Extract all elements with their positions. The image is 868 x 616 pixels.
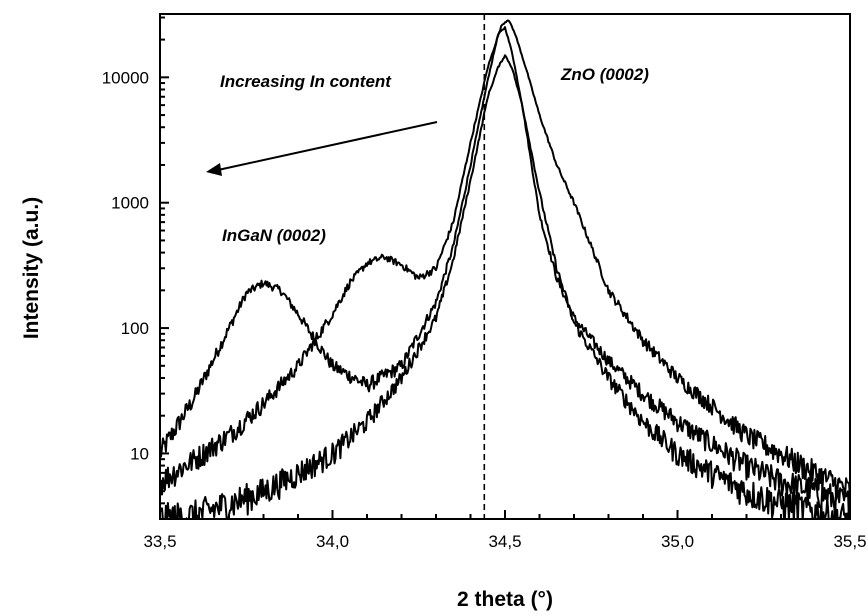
curves-group: [160, 19, 850, 519]
annotation-increasing-in: Increasing In content: [220, 72, 392, 91]
y-axis-label: Intensity (a.u.): [20, 197, 43, 339]
tick-labels-group: 33,5 34,0 34,5 35,0 35,5 10 100 1000 10000: [102, 68, 867, 551]
x-tick-label: 34,0: [316, 532, 349, 551]
increasing-arrow: [206, 121, 438, 176]
x-axis-label: 2 theta (°): [457, 588, 553, 611]
y-tick-label: 10000: [102, 68, 149, 87]
series-line-3: [160, 54, 850, 519]
ticks-group: [159, 16, 851, 519]
annotation-ingan: InGaN (0002): [222, 226, 326, 245]
y-tick-label: 10: [130, 444, 149, 463]
series-line-2: [160, 19, 850, 501]
series-line-1: [160, 26, 850, 519]
x-tick-label: 35,5: [833, 532, 866, 551]
y-tick-label: 1000: [111, 194, 149, 213]
annotation-zno: ZnO (0002): [560, 65, 649, 84]
x-tick-label: 35,0: [661, 532, 694, 551]
y-tick-label: 100: [121, 319, 149, 338]
x-tick-label: 34,5: [488, 532, 521, 551]
x-tick-label: 33,5: [143, 532, 176, 551]
